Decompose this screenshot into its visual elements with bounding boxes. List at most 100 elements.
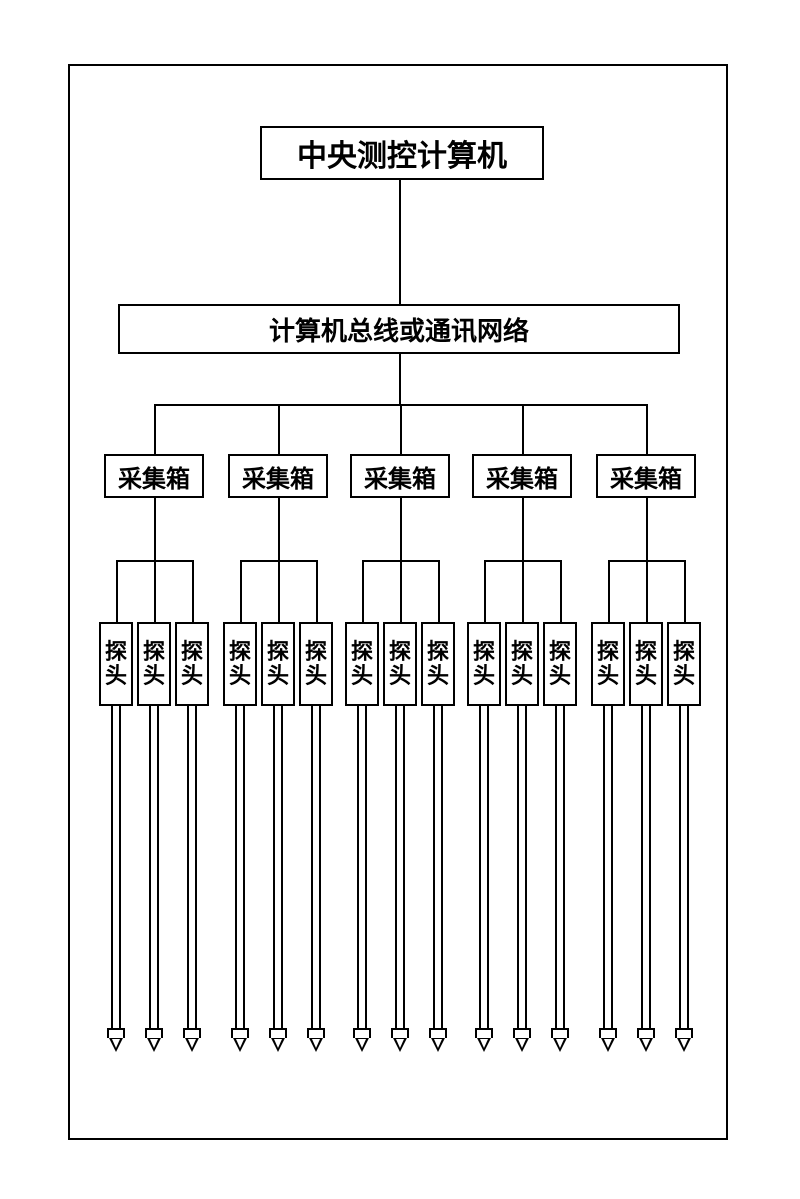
edge-hbar-probe: [278, 560, 280, 622]
probe-label-2: 头: [105, 664, 127, 688]
arrow-shaft-left: [187, 706, 189, 1028]
arrow-tip-icon: [355, 1038, 369, 1052]
arrow-cap: [231, 1028, 249, 1038]
arrow-shaft-left: [641, 706, 643, 1028]
bus-node: 计算机总线或通讯网络: [118, 304, 680, 354]
probe-node: 探头: [383, 622, 417, 706]
edge-hbar-collector: [646, 404, 648, 454]
arrow-shaft-left: [273, 706, 275, 1028]
bus-label: 计算机总线或通讯网络: [269, 311, 529, 348]
edge-hbar-collector: [400, 404, 402, 454]
edge-hbar-collector: [522, 404, 524, 454]
edge-hbar-probe: [362, 560, 364, 622]
edge-root-bus: [399, 180, 401, 304]
arrow-tip-icon: [553, 1038, 567, 1052]
probe-label-2: 头: [267, 664, 289, 688]
collector-node: 采集箱: [350, 454, 450, 498]
edge-hbar-probe: [560, 560, 562, 622]
arrow-shaft-right: [649, 706, 651, 1028]
arrow-shaft-right: [281, 706, 283, 1028]
arrow-tip-icon: [185, 1038, 199, 1052]
arrow-cap: [107, 1028, 125, 1038]
probe-node: 探头: [261, 622, 295, 706]
collector-node: 采集箱: [104, 454, 204, 498]
arrow-shaft-right: [611, 706, 613, 1028]
edge-hbar-probe: [522, 560, 524, 622]
probe-label-2: 头: [511, 664, 533, 688]
probe-label-1: 探: [511, 640, 533, 664]
edge-hbar-probe: [646, 560, 648, 622]
arrow-cap: [513, 1028, 531, 1038]
collector-node: 采集箱: [228, 454, 328, 498]
probe-label-1: 探: [181, 640, 203, 664]
arrow-tip-icon: [147, 1038, 161, 1052]
probe-label-1: 探: [473, 640, 495, 664]
probe-node: 探头: [99, 622, 133, 706]
probe-label-1: 探: [635, 640, 657, 664]
collector-label: 采集箱: [118, 459, 190, 494]
probe-label-2: 头: [389, 664, 411, 688]
probe-label-1: 探: [389, 640, 411, 664]
collector-label: 采集箱: [610, 459, 682, 494]
probe-label-1: 探: [267, 640, 289, 664]
probe-node: 探头: [223, 622, 257, 706]
probe-node: 探头: [137, 622, 171, 706]
probe-label-1: 探: [427, 640, 449, 664]
root-node: 中央测控计算机: [260, 126, 544, 180]
probe-node: 探头: [629, 622, 663, 706]
probe-label-1: 探: [549, 640, 571, 664]
arrow-shaft-left: [603, 706, 605, 1028]
probe-label-2: 头: [351, 664, 373, 688]
edge-hbar-collector: [154, 404, 156, 454]
arrow-cap: [307, 1028, 325, 1038]
probe-label-1: 探: [229, 640, 251, 664]
arrow-shaft-left: [479, 706, 481, 1028]
edge-hbar-probe: [154, 560, 156, 622]
arrow-shaft-left: [555, 706, 557, 1028]
arrow-tip-icon: [309, 1038, 323, 1052]
probe-label-2: 头: [597, 664, 619, 688]
probe-node: 探头: [345, 622, 379, 706]
probe-node: 探头: [299, 622, 333, 706]
arrow-cap: [269, 1028, 287, 1038]
arrow-tip-icon: [271, 1038, 285, 1052]
arrow-shaft-right: [487, 706, 489, 1028]
probe-label-2: 头: [229, 664, 251, 688]
arrow-tip-icon: [431, 1038, 445, 1052]
arrow-shaft-right: [563, 706, 565, 1028]
arrow-shaft-left: [679, 706, 681, 1028]
arrow-shaft-right: [365, 706, 367, 1028]
edge-collector-hbar: [522, 498, 524, 560]
edge-hbar-probe: [438, 560, 440, 622]
arrow-cap: [145, 1028, 163, 1038]
probe-label-2: 头: [673, 664, 695, 688]
probe-node: 探头: [467, 622, 501, 706]
probe-label-2: 头: [181, 664, 203, 688]
probe-node: 探头: [175, 622, 209, 706]
edge-hbar-probe: [608, 560, 610, 622]
probe-node: 探头: [543, 622, 577, 706]
probe-label-1: 探: [305, 640, 327, 664]
arrow-tip-icon: [233, 1038, 247, 1052]
arrow-cap: [475, 1028, 493, 1038]
edge-hbar-probe: [316, 560, 318, 622]
probe-label-2: 头: [427, 664, 449, 688]
arrow-shaft-right: [243, 706, 245, 1028]
arrow-tip-icon: [477, 1038, 491, 1052]
arrow-shaft-right: [687, 706, 689, 1028]
arrow-tip-icon: [677, 1038, 691, 1052]
edge-collector-hbar: [154, 498, 156, 560]
probe-label-2: 头: [549, 664, 571, 688]
edge-hbar-probe: [484, 560, 486, 622]
edge-hbar-probe: [400, 560, 402, 622]
arrow-shaft-left: [311, 706, 313, 1028]
edge-collector-hbar: [646, 498, 648, 560]
arrow-shaft-right: [525, 706, 527, 1028]
collector-node: 采集箱: [472, 454, 572, 498]
probe-label-1: 探: [351, 640, 373, 664]
edge-collector-hbar: [400, 498, 402, 560]
collector-label: 采集箱: [364, 459, 436, 494]
probe-node: 探头: [505, 622, 539, 706]
edge-hbar-probe: [240, 560, 242, 622]
probe-label-2: 头: [635, 664, 657, 688]
